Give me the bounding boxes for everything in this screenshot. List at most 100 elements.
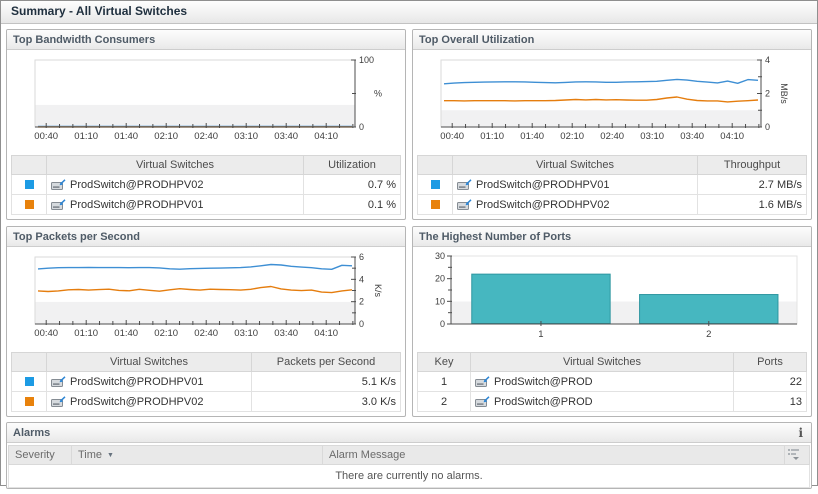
table-row[interactable]: ProdSwitch@PRODHPV02 1.6 MB/s [417, 194, 807, 215]
column-header-virtual-switches[interactable]: Virtual Switches [452, 155, 698, 175]
column-header-time[interactable]: Time ▼ [71, 445, 323, 465]
name-cell: ProdSwitch@PROD [470, 391, 734, 412]
svg-text:20: 20 [435, 274, 445, 284]
svg-text:01:40: 01:40 [520, 131, 544, 142]
name-cell: ProdSwitch@PRODHPV01 [46, 194, 304, 215]
column-header-virtual-switches[interactable]: Virtual Switches [470, 352, 734, 372]
virtual-switch-name[interactable]: ProdSwitch@PRODHPV02 [70, 395, 204, 408]
column-header-swatch[interactable] [11, 352, 47, 372]
virtual-switch-icon [51, 198, 66, 210]
column-header-swatch[interactable] [11, 155, 47, 175]
svg-text:03:40: 03:40 [274, 328, 298, 339]
alarms-empty-row: There are currently no alarms. [8, 464, 810, 488]
value-cell: 0.7 % [303, 174, 401, 195]
virtual-switch-icon [51, 178, 66, 190]
table-row[interactable]: ProdSwitch@PRODHPV02 3.0 K/s [11, 391, 401, 412]
svg-text:4: 4 [765, 55, 770, 65]
info-icon[interactable]: i [798, 425, 803, 440]
svg-text:%: % [374, 89, 382, 99]
svg-text:03:10: 03:10 [234, 328, 258, 339]
panel-top-packets-per-second: Top Packets per Second 0 2 4 6 K/s 00:40 01:10… [6, 226, 406, 417]
svg-text:0: 0 [440, 319, 445, 329]
virtual-switch-name[interactable]: ProdSwitch@PROD [494, 375, 593, 388]
packets-legend-table: Virtual Switches Packets per Second ProdSw… [10, 352, 402, 412]
key-cell: 2 [417, 391, 471, 412]
column-header-severity[interactable]: Severity [8, 445, 72, 465]
packets-line-chart[interactable]: 0 2 4 6 K/s 00:40 01:10 01:40 02:10 02:40 03:10 03:… [11, 250, 401, 350]
table-row[interactable]: 1 ProdSwitch@PROD 22 [417, 371, 807, 392]
column-header-virtual-switches[interactable]: Virtual Switches [46, 352, 252, 372]
alarms-table: Severity Time ▼ Alarm Message [8, 445, 810, 488]
ports-bar-chart[interactable]: 0 10 20 30 1 2 [417, 250, 807, 350]
series-color-swatch [24, 397, 34, 407]
panel-body: 0 10 20 30 1 2 Key Virtual Switches Ports 1 ProdS… [413, 247, 811, 416]
name-cell: ProdSwitch@PRODHPV02 [452, 194, 698, 215]
name-cell: ProdSwitch@PRODHPV02 [46, 391, 252, 412]
series-color-swatch [24, 200, 34, 210]
column-header-packets-per-second[interactable]: Packets per Second [251, 352, 401, 372]
panel-body: 0 2 4 MB/s 00:40 01:10 01:40 02:10 02:40 03:10 03:… [413, 50, 811, 219]
table-header-row: Virtual Switches Throughput [417, 155, 807, 175]
series-color-swatch [24, 180, 34, 190]
value-cell: 3.0 K/s [251, 391, 401, 412]
column-header-virtual-switches[interactable]: Virtual Switches [46, 155, 304, 175]
series-color-swatch [430, 200, 440, 210]
series-color-swatch [24, 377, 34, 387]
sort-desc-icon: ▼ [107, 451, 114, 459]
alarms-panel-header: Alarms i [7, 423, 811, 443]
column-header-utilization[interactable]: Utilization [303, 155, 401, 175]
svg-text:02:10: 02:10 [154, 328, 178, 339]
svg-text:01:10: 01:10 [74, 131, 98, 142]
table-header-row: Key Virtual Switches Ports [417, 352, 807, 372]
virtual-switch-name[interactable]: ProdSwitch@PROD [494, 395, 593, 408]
name-cell: ProdSwitch@PRODHPV01 [452, 174, 698, 195]
virtual-switch-name[interactable]: ProdSwitch@PRODHPV01 [70, 375, 204, 388]
svg-text:10: 10 [435, 296, 445, 306]
virtual-switch-name[interactable]: ProdSwitch@PRODHPV01 [476, 178, 610, 191]
bandwidth-legend-table: Virtual Switches Utilization ProdSwitch@PR… [10, 155, 402, 215]
panel-title: Top Bandwidth Consumers [13, 33, 156, 46]
alarms-panel: Alarms i Severity Time ▼ Alarm Message [6, 422, 812, 489]
column-header-ports[interactable]: Ports [733, 352, 807, 372]
svg-text:03:10: 03:10 [234, 131, 258, 142]
panel-title: Top Overall Utilization [419, 33, 535, 46]
svg-text:4: 4 [359, 274, 364, 284]
svg-text:K/s: K/s [373, 284, 383, 298]
svg-text:04:10: 04:10 [314, 328, 338, 339]
virtual-switch-icon [475, 395, 490, 407]
column-header-alarm-message[interactable]: Alarm Message [322, 445, 785, 465]
table-customizer-icon[interactable] [787, 447, 801, 461]
svg-text:01:10: 01:10 [74, 328, 98, 339]
virtual-switch-icon [475, 375, 490, 387]
table-row[interactable]: 2 ProdSwitch@PROD 13 [417, 391, 807, 412]
svg-text:6: 6 [359, 252, 364, 262]
column-header-swatch[interactable] [417, 155, 453, 175]
value-cell: 22 [733, 371, 807, 392]
table-row[interactable]: ProdSwitch@PRODHPV01 2.7 MB/s [417, 174, 807, 195]
value-cell: 5.1 K/s [251, 371, 401, 392]
svg-text:00:40: 00:40 [440, 131, 464, 142]
virtual-switch-name[interactable]: ProdSwitch@PRODHPV01 [70, 198, 204, 211]
bandwidth-line-chart[interactable]: 0 100% 00:40 01:10 01:40 02:10 02:40 03:10 03:40… [11, 53, 401, 153]
svg-text:0: 0 [359, 122, 364, 132]
panel-body: 0 100% 00:40 01:10 01:40 02:10 02:40 03:10 03:40… [7, 50, 405, 219]
svg-text:2: 2 [359, 297, 364, 307]
utilization-line-chart[interactable]: 0 2 4 MB/s 00:40 01:10 01:40 02:10 02:40 03:10 03:… [417, 53, 807, 153]
virtual-switch-name[interactable]: ProdSwitch@PRODHPV02 [70, 178, 204, 191]
svg-text:02:10: 02:10 [560, 131, 584, 142]
panel-header-ports: The Highest Number of Ports [413, 227, 811, 247]
svg-text:01:40: 01:40 [114, 131, 138, 142]
svg-text:MB/s: MB/s [779, 83, 789, 104]
table-row[interactable]: ProdSwitch@PRODHPV02 0.7 % [11, 174, 401, 195]
table-row[interactable]: ProdSwitch@PRODHPV01 0.1 % [11, 194, 401, 215]
panel-title: Top Packets per Second [13, 230, 140, 243]
column-header-key[interactable]: Key [417, 352, 471, 372]
column-header-throughput[interactable]: Throughput [697, 155, 807, 175]
svg-text:00:40: 00:40 [34, 328, 58, 339]
virtual-switch-name[interactable]: ProdSwitch@PRODHPV02 [476, 198, 610, 211]
value-cell: 13 [733, 391, 807, 412]
svg-text:0: 0 [359, 319, 364, 329]
table-row[interactable]: ProdSwitch@PRODHPV01 5.1 K/s [11, 371, 401, 392]
name-cell: ProdSwitch@PRODHPV01 [46, 371, 252, 392]
